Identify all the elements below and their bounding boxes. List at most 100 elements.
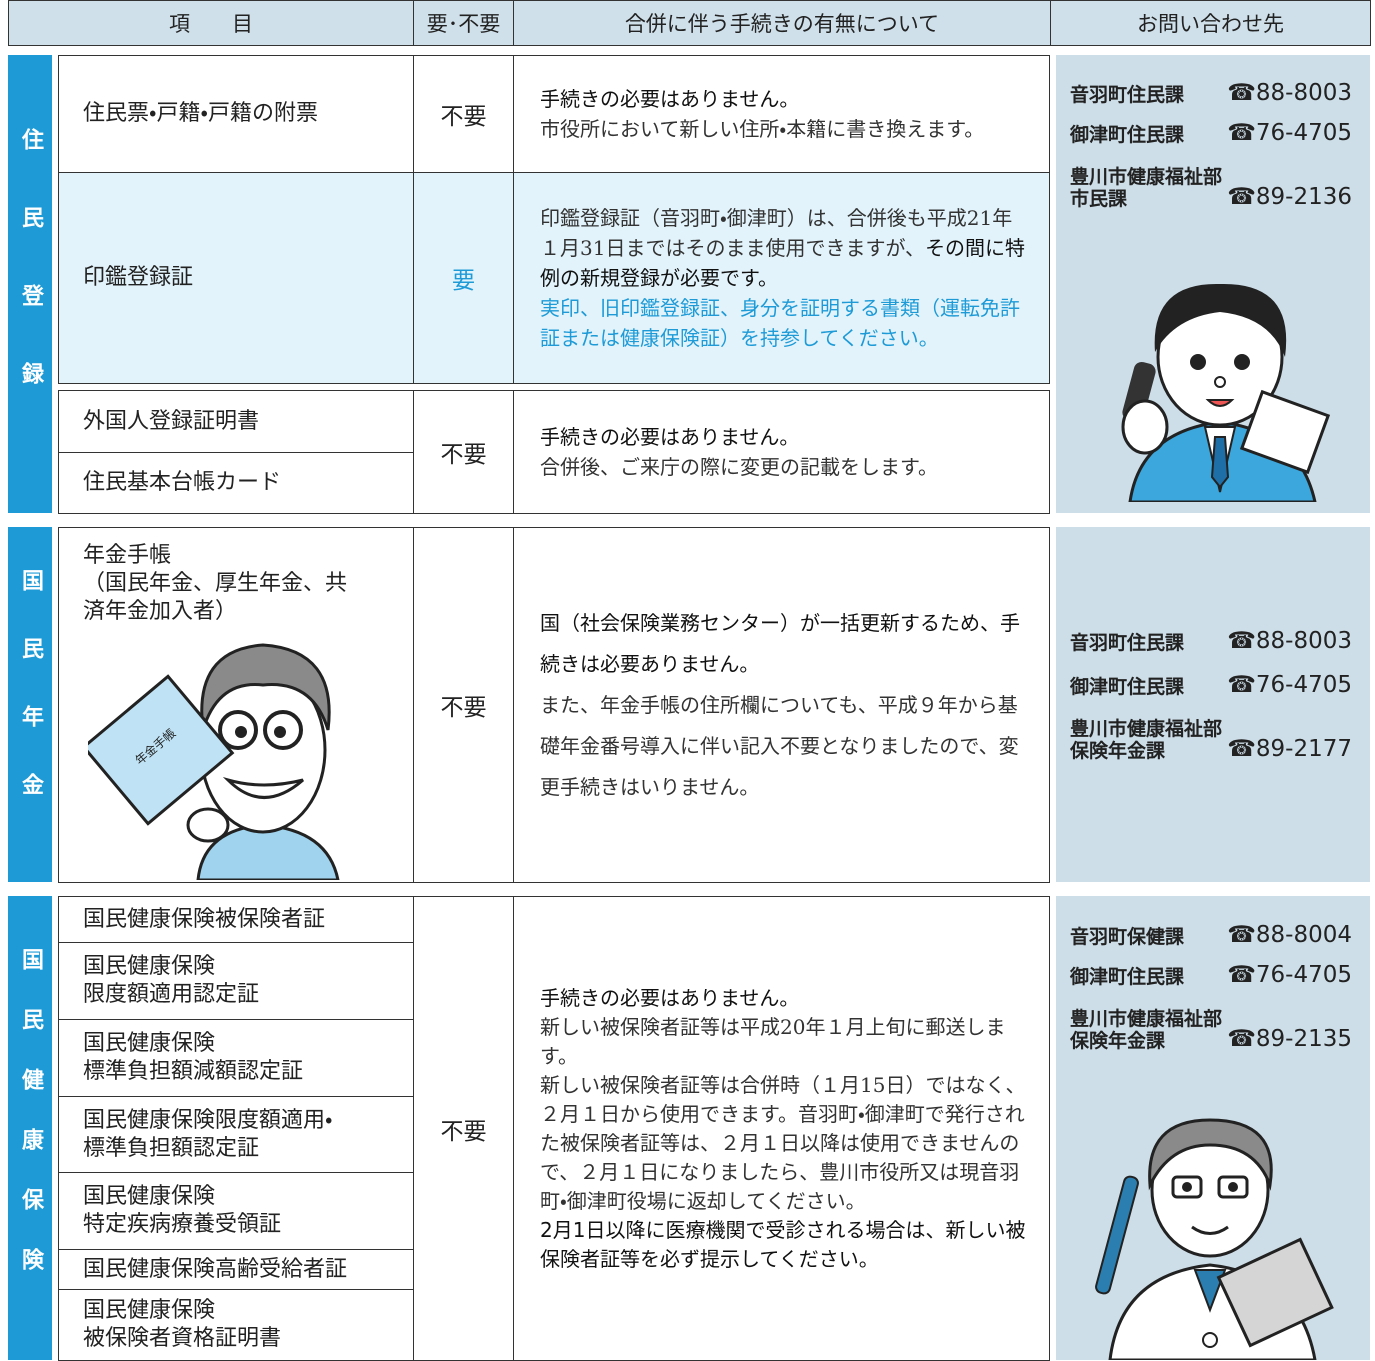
contact-row: 御津町住民課 ☎76-4705 — [1070, 672, 1352, 698]
description-paragraph: また、年金手帳の住所欄についても、平成９年から基礎年金番号導入に伴い記入不要とな… — [540, 685, 1027, 808]
contact-name: 御津町住民課 — [1070, 124, 1185, 146]
man-illustration: 年金手帳 — [88, 643, 340, 880]
description-body: 手続きの必要はありません。合併後、ご来庁の際に変更の記載をします。 — [540, 422, 938, 482]
contact-row: 音羽町住民課 ☎88-8003 — [1070, 80, 1352, 106]
section-label-text: 国民年金 — [18, 568, 43, 841]
description-paragraph: 実印、旧印鑑登録証、身分を証明する書類（運転免許証または健康保険証）を持参してく… — [540, 293, 1027, 353]
section-label: 国民年金 — [8, 527, 52, 882]
item-text: 外国人登録証明書 — [83, 408, 260, 434]
contact-name: 豊川市健康福祉部 市民課 — [1070, 166, 1223, 210]
contact-name: 音羽町保健課 — [1070, 926, 1185, 948]
contact-phone: ☎76-4705 — [1227, 120, 1352, 146]
description-paragraph: 市役所において新しい住所・本籍に書き換えます。 — [540, 114, 984, 144]
description-cell: 手続きの必要はありません。市役所において新しい住所・本籍に書き換えます。 — [513, 55, 1050, 173]
doctor-illustration — [1095, 1118, 1334, 1360]
contact-phone: ☎89-2136 — [1227, 184, 1352, 210]
item-cell: 住民基本台帳カード — [58, 452, 414, 514]
contact-row: 音羽町住民課 ☎88-8003 — [1070, 628, 1352, 654]
contact-name: 豊川市健康福祉部 保険年金課 — [1070, 1008, 1223, 1052]
contact-name: 御津町住民課 — [1070, 966, 1185, 988]
contact-phone: ☎89-2177 — [1227, 736, 1352, 762]
description-body: 手続きの必要はありません。新しい被保険者証等は平成20年１月上旬に郵送します。新… — [540, 984, 1027, 1274]
description-cell: 国（社会保険業務センター）が一括更新するため、手続きは必要ありません。また、年金… — [513, 527, 1050, 883]
description-body: 印鑑登録証（音羽町・御津町）は、合併後も平成21年１月31日まではそのまま使用で… — [540, 203, 1027, 353]
contact-phone: ☎89-2135 — [1227, 1026, 1352, 1052]
need-text: 不要 — [440, 442, 487, 468]
need-text: 不要 — [440, 104, 487, 130]
header-cell: 合併に伴う手続きの有無について — [513, 0, 1051, 46]
description-paragraph: 手続きの必要はありません。 — [540, 84, 984, 114]
description-text: 印鑑登録証（音羽町・御津町）は、合併後も平成21年１月31日まではそのまま使用で… — [540, 206, 1013, 260]
description-text: 手続きの必要はありません。 — [540, 425, 800, 449]
item-text: 国民健康保険高齢受給者証 — [83, 1256, 348, 1282]
item-text: 国民健康保険 標準負担額減額認定証 — [83, 1031, 304, 1084]
item-text: 住民票・戸籍・戸籍の附票 — [83, 101, 318, 126]
contact-phone: ☎88-8004 — [1227, 922, 1352, 948]
need-cell: 不要 — [413, 55, 514, 173]
header-cell: 要･不要 — [413, 0, 514, 46]
description-text: 合併後、ご来庁の際に変更の記載をします。 — [540, 455, 938, 479]
header-text: 項 目 — [169, 12, 253, 36]
item-text: 印鑑登録証 — [83, 265, 194, 290]
header-text: 合併に伴う手続きの有無について — [624, 12, 940, 36]
need-text: 不要 — [440, 695, 487, 721]
section-label: 国民健康保険 — [8, 896, 52, 1360]
description-paragraph: 2月1日以降に医療機関で受診される場合は、新しい被保険者証等を必ず提示してくださ… — [540, 1216, 1027, 1274]
section-label-text: 国民健康保険 — [18, 948, 43, 1308]
description-text: 新しい被保険者証等は合併時（１月15日）ではなく、２月１日から使用できます。音羽… — [540, 1072, 1026, 1213]
description-text: 新しい被保険者証等は平成20年１月上旬に郵送します。 — [540, 1014, 1006, 1068]
description-text: 手続きの必要はありません。 — [540, 985, 800, 1010]
description-paragraph: 合併後、ご来庁の際に変更の記載をします。 — [540, 452, 938, 482]
description-cell: 手続きの必要はありません。合併後、ご来庁の際に変更の記載をします。 — [513, 390, 1050, 514]
item-cell: 住民票・戸籍・戸籍の附票 — [58, 55, 414, 173]
need-text: 要 — [452, 268, 475, 294]
need-cell: 不要 — [413, 390, 514, 514]
section-label: 住民登録 — [8, 55, 52, 513]
section-label-text: 住民登録 — [18, 128, 43, 440]
contact-phone: ☎76-4705 — [1227, 962, 1352, 988]
item-cell: 国民健康保険 被保険者資格証明書 — [58, 1289, 414, 1361]
contact-row: 豊川市健康福祉部 市民課 ☎89-2136 — [1070, 166, 1352, 210]
contact-name: 音羽町住民課 — [1070, 84, 1185, 106]
description-text: 手続きの必要はありません。 — [540, 87, 800, 111]
item-text: 国民健康保険被保険者証 — [83, 906, 326, 932]
item-text: 住民基本台帳カード — [83, 470, 282, 495]
item-cell: 国民健康保険 限度額適用認定証 — [58, 942, 414, 1020]
description-text: 2月1日以降に医療機関で受診される場合は、新しい被保険者証等を必ず提示してくださ… — [540, 1217, 1026, 1271]
description-text: 国（社会保険業務センター）が一括更新するため、手続きは必要ありません。 — [540, 610, 1020, 676]
header-cell: 項 目 — [8, 0, 414, 46]
contact-name: 豊川市健康福祉部 保険年金課 — [1070, 718, 1223, 762]
description-text: その間に特例の新規登録が必要です。 — [540, 236, 1026, 290]
description-text: また、年金手帳の住所欄についても、平成９年から基礎年金番号導入に伴い記入不要とな… — [540, 692, 1019, 799]
description-text: 市役所において新しい住所・本籍に書き換えます。 — [540, 117, 985, 141]
item-cell: 外国人登録証明書 — [58, 390, 414, 453]
description-body: 国（社会保険業務センター）が一括更新するため、手続きは必要ありません。また、年金… — [540, 603, 1027, 808]
item-cell: 国民健康保険高齢受給者証 — [58, 1249, 414, 1290]
contact-row: 豊川市健康福祉部 保険年金課 ☎89-2135 — [1070, 1008, 1352, 1052]
need-cell: 不要 — [413, 896, 514, 1361]
description-paragraph: 手続きの必要はありません。 — [540, 984, 1027, 1013]
contact-phone: ☎88-8003 — [1227, 80, 1352, 106]
contact-box: 音羽町住民課 ☎88-8003 御津町住民課 ☎76-4705 豊川市健康福祉部 保険年… — [1056, 527, 1370, 882]
item-cell: 印鑑登録証 — [58, 172, 414, 384]
description-cell: 手続きの必要はありません。新しい被保険者証等は平成20年１月上旬に郵送します。新… — [513, 896, 1050, 1361]
need-cell: 要 — [413, 172, 514, 384]
description-paragraph: 国（社会保険業務センター）が一括更新するため、手続きは必要ありません。 — [540, 603, 1027, 685]
item-cell: 国民健康保険被保険者証 — [58, 896, 414, 943]
description-paragraph: 新しい被保険者証等は平成20年１月上旬に郵送します。 — [540, 1013, 1027, 1071]
contact-row: 豊川市健康福祉部 保険年金課 ☎89-2177 — [1070, 718, 1352, 762]
item-text: 国民健康保険 特定疾病療養受領証 — [83, 1184, 282, 1237]
contact-row: 音羽町保健課 ☎88-8004 — [1070, 922, 1352, 948]
header-text: 要･不要 — [426, 12, 501, 36]
header-cell: お問い合わせ先 — [1050, 0, 1371, 46]
item-cell: 国民健康保険限度額適用・ 標準負担額認定証 — [58, 1096, 414, 1173]
need-text: 不要 — [440, 1118, 487, 1145]
description-paragraph: 新しい被保険者証等は合併時（１月15日）ではなく、２月１日から使用できます。音羽… — [540, 1071, 1027, 1216]
description-paragraph: 印鑑登録証（音羽町・御津町）は、合併後も平成21年１月31日まではそのまま使用で… — [540, 203, 1027, 293]
header-text: お問い合わせ先 — [1137, 12, 1284, 36]
contact-name: 御津町住民課 — [1070, 676, 1185, 698]
item-text: 国民健康保険 被保険者資格証明書 — [83, 1298, 282, 1351]
contact-name: 音羽町住民課 — [1070, 632, 1185, 654]
